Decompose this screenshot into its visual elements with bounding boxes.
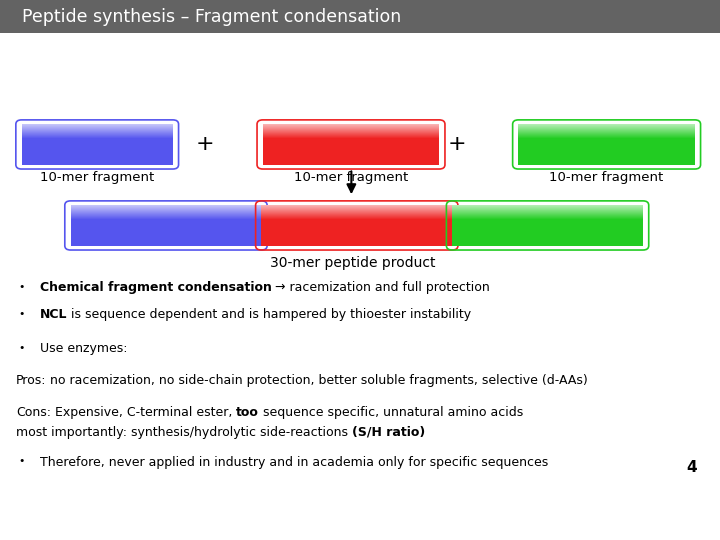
Text: Chemical fragment condensation: Chemical fragment condensation xyxy=(40,281,271,294)
Text: Expensive, C-terminal ester,: Expensive, C-terminal ester, xyxy=(51,406,236,419)
Text: most importantly: synthesis/hydrolytic side-reactions: most importantly: synthesis/hydrolytic s… xyxy=(16,426,352,438)
Text: Cons:: Cons: xyxy=(16,406,51,419)
Text: Peptide synthesis – Fragment condensation: Peptide synthesis – Fragment condensatio… xyxy=(22,8,401,26)
Text: → racemization and full protection: → racemization and full protection xyxy=(271,281,490,294)
Text: •: • xyxy=(18,282,24,292)
Text: •: • xyxy=(18,343,24,353)
Text: 10-mer fragment: 10-mer fragment xyxy=(549,171,664,184)
Text: +: + xyxy=(196,134,215,154)
Text: 10-mer fragment: 10-mer fragment xyxy=(40,171,154,184)
Text: too: too xyxy=(236,406,259,419)
Text: NCL: NCL xyxy=(40,308,67,321)
Bar xyxy=(0,0,720,33)
Text: •: • xyxy=(18,456,24,467)
Text: (S/H ratio): (S/H ratio) xyxy=(352,426,425,438)
Text: Use enzymes:: Use enzymes: xyxy=(40,342,127,355)
Text: 4: 4 xyxy=(686,460,697,475)
Text: no racemization, no side-chain protection, better soluble fragments, selective (: no racemization, no side-chain protectio… xyxy=(46,374,588,387)
Text: 10-mer fragment: 10-mer fragment xyxy=(294,171,408,184)
Text: Pros:: Pros: xyxy=(16,374,46,387)
Text: +: + xyxy=(448,134,467,154)
Text: is sequence dependent and is hampered by thioester instability: is sequence dependent and is hampered by… xyxy=(67,308,471,321)
Text: Therefore, never applied in industry and in academia only for specific sequences: Therefore, never applied in industry and… xyxy=(40,456,548,469)
Text: 30-mer peptide product: 30-mer peptide product xyxy=(270,256,436,271)
Text: •: • xyxy=(18,309,24,319)
Text: sequence specific, unnatural amino acids: sequence specific, unnatural amino acids xyxy=(259,406,523,419)
